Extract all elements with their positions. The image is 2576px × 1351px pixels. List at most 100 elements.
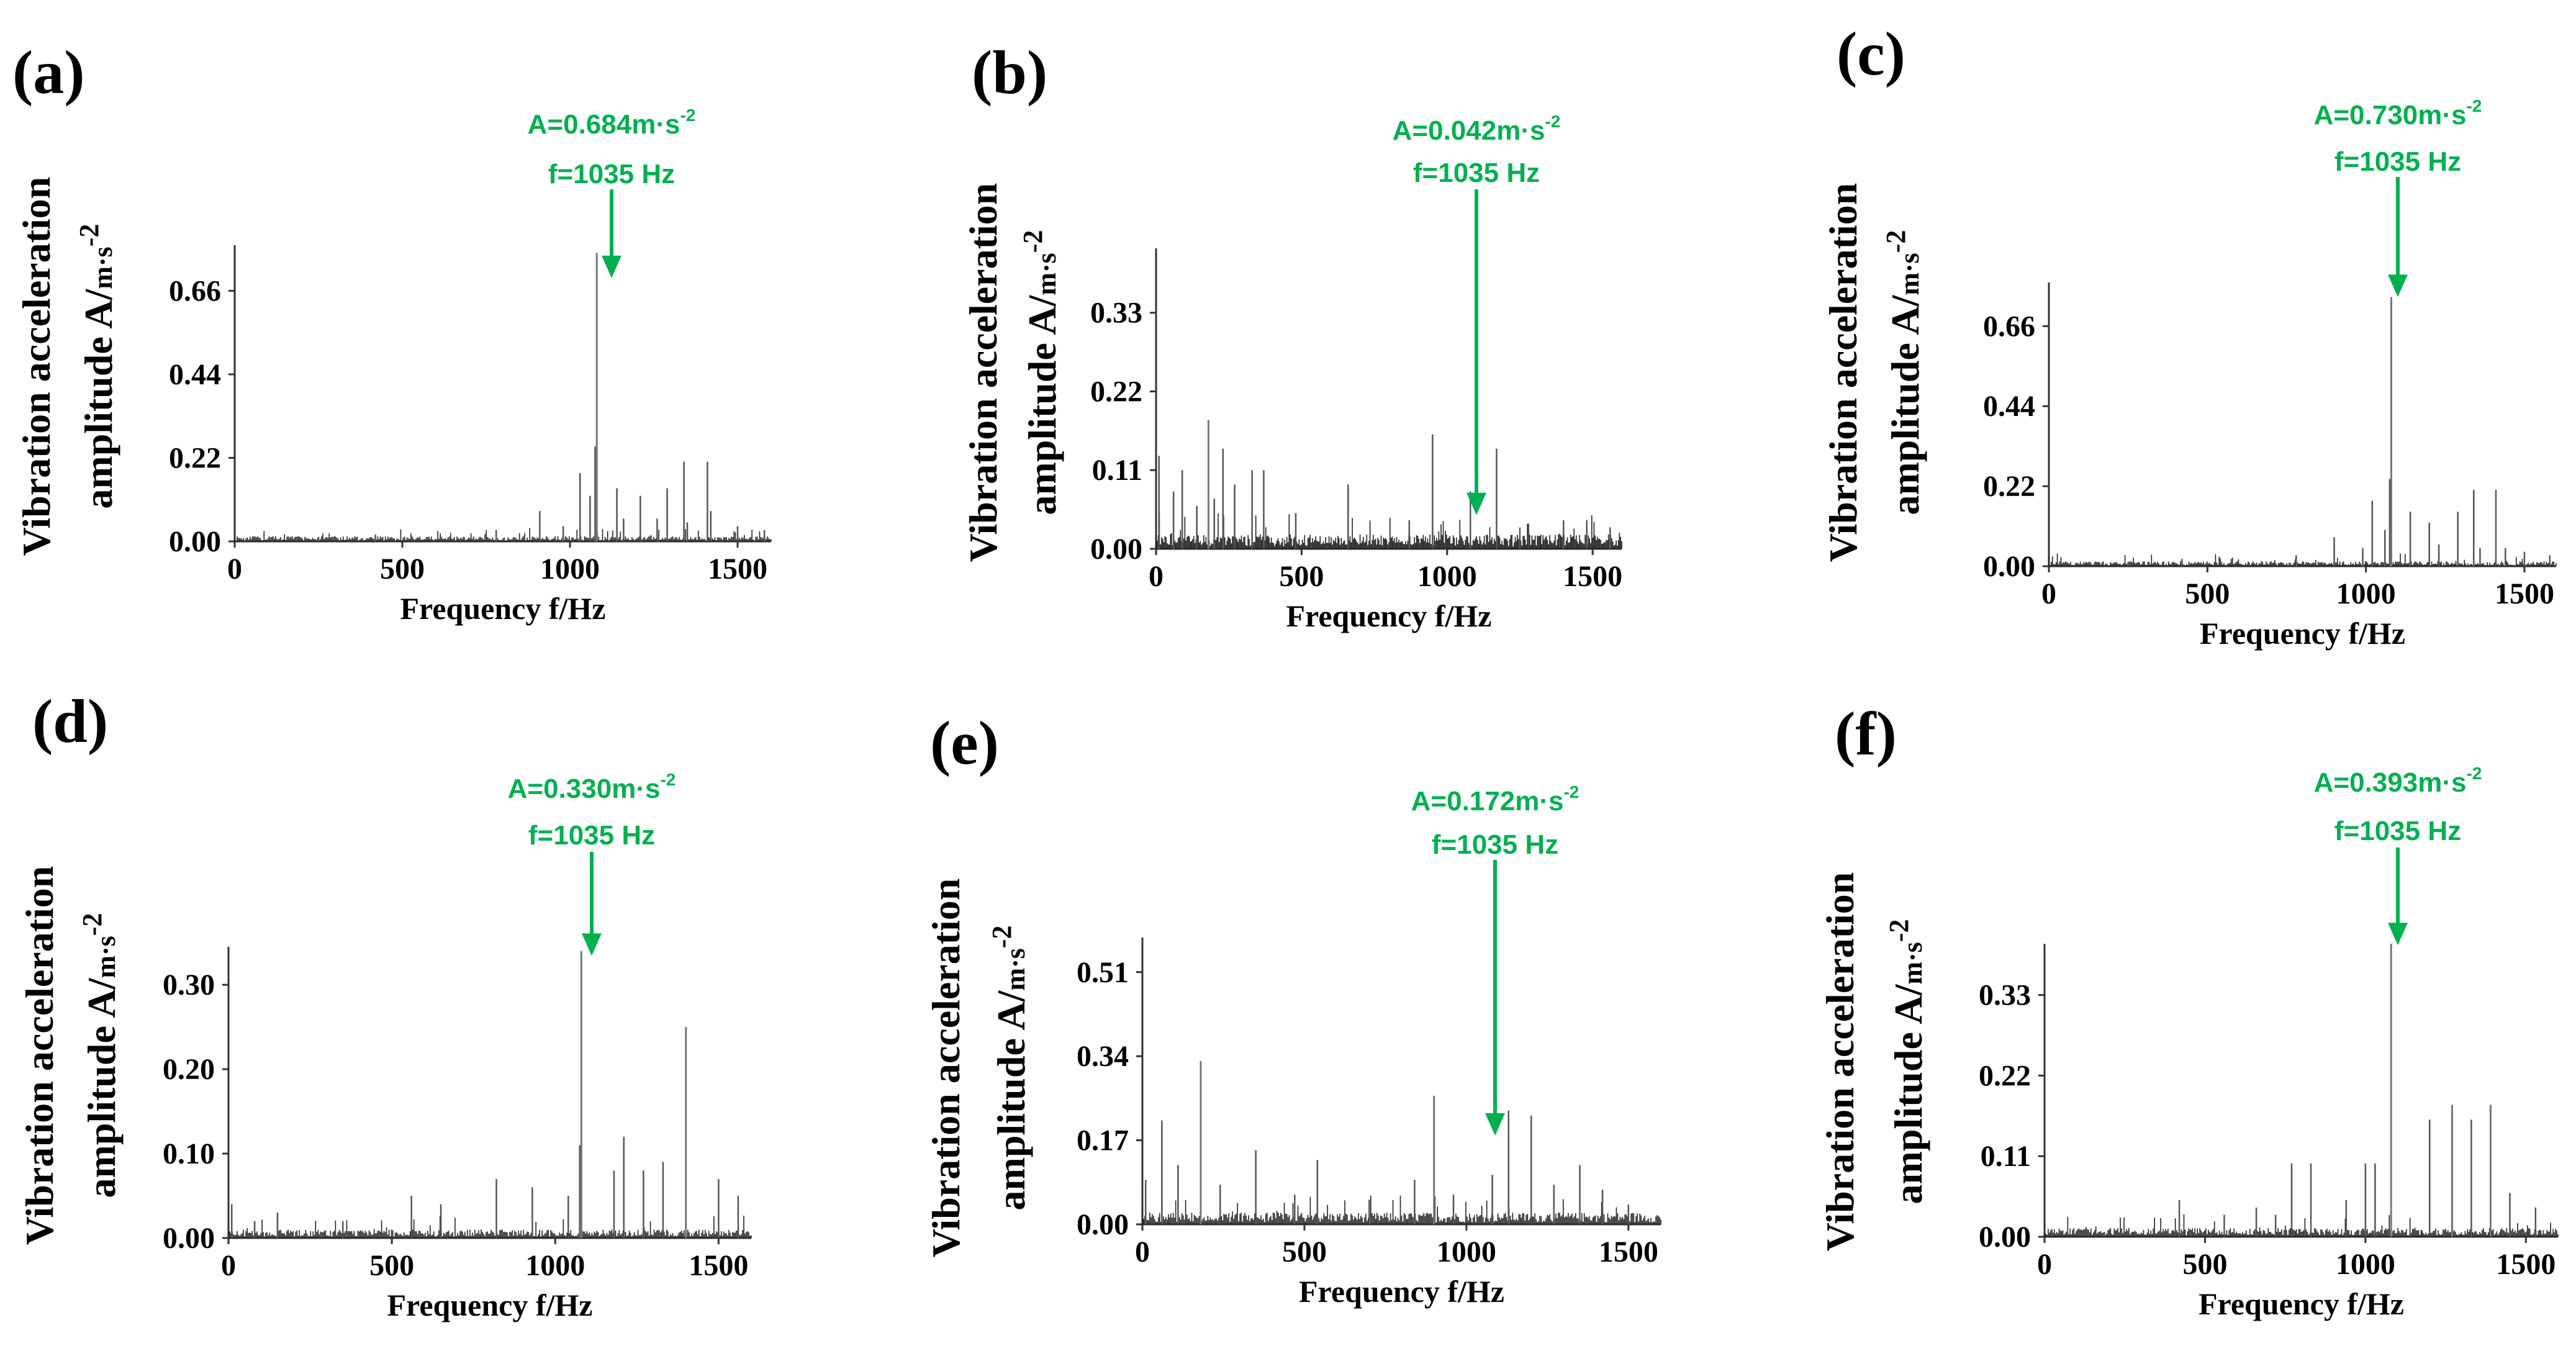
x-axis-label: Frequency f/Hz: [387, 1288, 593, 1322]
y-tick-label: 0.33: [1090, 297, 1142, 330]
peak-arrow-head: [2388, 274, 2408, 297]
peak-arrow-head: [1485, 1113, 1505, 1136]
spectrum-noise-floor: [2048, 553, 2557, 566]
peak-amplitude-label: A=0.684m·s-2: [528, 106, 696, 140]
peak-frequency-label: f=1035 Hz: [1413, 158, 1540, 188]
y-tick-label: 0.22: [1090, 375, 1142, 408]
y-axis-unit: m·s: [1031, 253, 1062, 295]
y-tick-label: 0.22: [1979, 1059, 2031, 1092]
peak-amplitude-value: A=0.042m·s: [1393, 115, 1545, 146]
x-tick-label: 1500: [1563, 560, 1622, 593]
peak-arrow-head: [1467, 492, 1486, 515]
x-tick-label: 0: [221, 1249, 236, 1282]
panel-label: (c): [1837, 19, 1905, 88]
x-tick-label: 0: [227, 553, 242, 585]
y-tick-label: 0.44: [1983, 390, 2035, 423]
x-axis-label: Frequency f/Hz: [2200, 616, 2405, 651]
y-axis-unit: m·s: [91, 936, 121, 978]
y-axis-unit-exponent: -2: [74, 224, 104, 247]
peak-amplitude-label: A=0.730m·s-2: [2314, 96, 2482, 130]
x-tick-label: 1500: [689, 1249, 748, 1282]
peak-frequency-label: f=1035 Hz: [548, 159, 675, 189]
y-axis-label-text: amplitude A/: [1020, 294, 1064, 515]
y-axis-label-line2: amplitude A/m·s-2: [987, 926, 1033, 1211]
peak-amplitude-value: A=0.330m·s: [508, 774, 661, 804]
panel-e: (e) Vibration acceleration amplitude A/m·s…: [924, 708, 1661, 1309]
y-axis-label-text: amplitude A/: [1883, 294, 1927, 515]
y-axis-label-line2: amplitude A/m·s-2: [1881, 230, 1927, 515]
x-tick-label: 500: [2185, 577, 2230, 610]
y-tick-label: 0.00: [1077, 1208, 1129, 1241]
y-tick-label: 0.10: [163, 1137, 215, 1170]
y-axis-label-line1: Vibration acceleration: [1818, 872, 1862, 1252]
panel-a: (a) Vibration acceleration amplitude A/m·s…: [12, 38, 772, 626]
x-tick-label: 1000: [2336, 1248, 2395, 1281]
y-axis-unit-exponent: -2: [987, 926, 1017, 949]
peak-frequency-label: f=1035 Hz: [1432, 829, 1558, 860]
peak-amplitude-value: A=0.684m·s: [528, 109, 680, 140]
y-tick-label: 0.22: [169, 441, 221, 474]
y-axis-label-line2: amplitude A/m·s-2: [1018, 230, 1064, 515]
x-tick-label: 0: [1149, 560, 1164, 593]
peak-arrow-head: [582, 933, 602, 956]
spectrum-noise-floor: [1155, 512, 1622, 549]
x-tick-label: 1000: [540, 553, 600, 585]
panel-label: (a): [12, 38, 85, 107]
x-axis-label: Frequency f/Hz: [400, 591, 606, 626]
y-axis-label-text: amplitude A/: [1886, 983, 1930, 1204]
x-tick-label: 0: [1135, 1236, 1150, 1268]
peak-amplitude-label: A=0.172m·s-2: [1411, 782, 1579, 816]
panel-c: (c) Vibration acceleration amplitude A/m·s…: [1821, 19, 2557, 651]
y-tick-label: 0.20: [163, 1053, 215, 1086]
panel-label: (b): [972, 38, 1047, 107]
panel-b: (b) Vibration acceleration amplitude A/m·s…: [961, 38, 1622, 633]
x-tick-label: 1500: [2495, 577, 2554, 610]
y-axis-unit-exponent: -2: [1884, 919, 1914, 942]
spectrum-noise-floor: [2044, 1214, 2559, 1237]
x-tick-label: 500: [1279, 560, 1324, 593]
x-tick-label: 1000: [2336, 577, 2396, 610]
y-axis-unit: m·s: [1000, 948, 1031, 990]
y-tick-label: 0.11: [1981, 1140, 2031, 1173]
peak-amplitude-exponent: -2: [2466, 764, 2482, 783]
x-axis-label: Frequency f/Hz: [1286, 599, 1492, 633]
spectrum-noise-floor: [234, 528, 772, 541]
peak-frequency-label: f=1035 Hz: [528, 820, 655, 851]
x-axis-label: Frequency f/Hz: [1299, 1274, 1504, 1309]
y-axis-label-line2: amplitude A/m·s-2: [1884, 919, 1930, 1204]
x-axis-label: Frequency f/Hz: [2199, 1286, 2404, 1321]
panel-d: (d) Vibration acceleration amplitude A/m·s…: [17, 687, 752, 1322]
peak-amplitude-exponent: -2: [660, 770, 676, 789]
x-tick-label: 1500: [2496, 1248, 2556, 1281]
x-tick-label: 500: [380, 553, 425, 585]
x-tick-label: 500: [2182, 1248, 2227, 1281]
y-tick-label: 0.51: [1077, 956, 1129, 989]
panel-label: (d): [32, 687, 108, 756]
y-tick-label: 0.66: [1983, 310, 2035, 343]
y-tick-label: 0.17: [1077, 1124, 1129, 1157]
peak-amplitude-label: A=0.330m·s-2: [508, 770, 676, 804]
y-tick-label: 0.00: [1090, 533, 1142, 566]
spectrum-noise-floor: [1142, 1195, 1661, 1224]
peak-frequency-label: f=1035 Hz: [2334, 147, 2461, 177]
y-tick-label: 0.00: [163, 1222, 215, 1255]
x-tick-label: 0: [2037, 1248, 2052, 1281]
y-axis-label-text: amplitude A/: [79, 977, 124, 1198]
x-tick-label: 500: [369, 1249, 414, 1282]
y-axis-label-line1: Vibration acceleration: [1821, 183, 1865, 563]
peak-amplitude-exponent: -2: [1563, 782, 1579, 802]
peak-amplitude-label: A=0.393m·s-2: [2314, 764, 2482, 798]
peak-arrow-head: [602, 255, 621, 278]
spectrum-noise-floor: [228, 1216, 752, 1238]
y-axis-unit: m·s: [1897, 942, 1928, 984]
peak-amplitude-value: A=0.172m·s: [1411, 786, 1564, 816]
x-tick-label: 500: [1282, 1236, 1327, 1268]
y-axis-unit-exponent: -2: [1881, 230, 1911, 253]
peak-frequency-label: f=1035 Hz: [2334, 816, 2461, 846]
panel-label: (f): [1835, 699, 1897, 768]
y-axis-unit-exponent: -2: [77, 913, 107, 936]
y-tick-label: 0.44: [169, 358, 221, 391]
x-tick-label: 1500: [708, 553, 767, 585]
peak-amplitude-value: A=0.730m·s: [2314, 100, 2467, 130]
